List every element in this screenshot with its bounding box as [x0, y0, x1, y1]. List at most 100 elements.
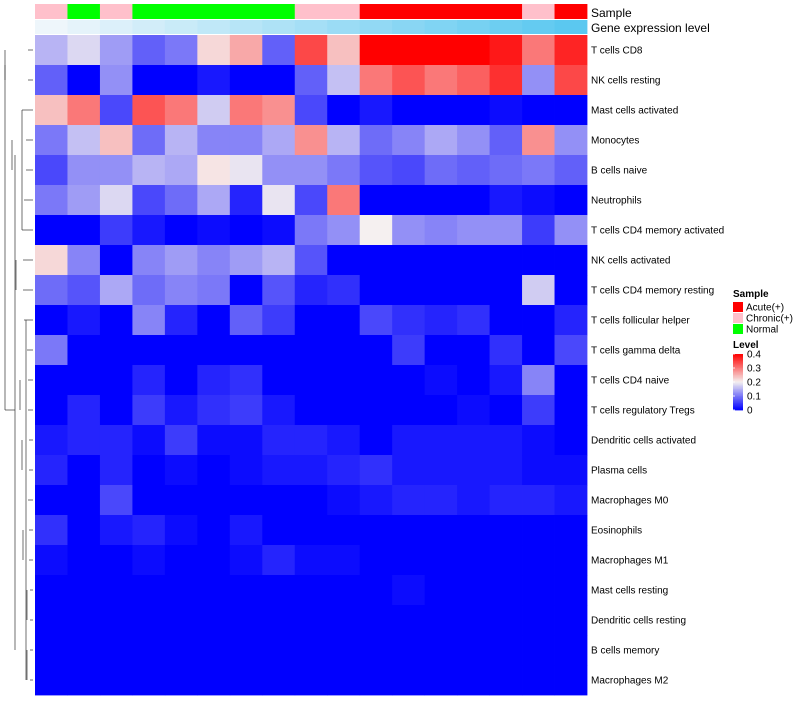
heatmap-cell: [554, 605, 588, 636]
heatmap-cell: [164, 365, 198, 396]
legend-colorbar-step: [733, 366, 743, 369]
heatmap-cell: [457, 635, 490, 666]
heatmap-cell: [294, 515, 328, 546]
heatmap-cell: [197, 35, 231, 66]
heatmap-cell: [67, 665, 101, 696]
heatmap-cell: [197, 125, 231, 156]
heatmap-cell: [262, 665, 296, 696]
heatmap-cell: [99, 665, 133, 696]
heatmap-cell: [489, 575, 523, 606]
heatmap-cell: [67, 65, 101, 96]
heatmap-cell: [197, 65, 231, 96]
heatmap-cell: [489, 635, 523, 666]
heatmap-cell: [132, 35, 166, 66]
heatmap-cell: [99, 425, 133, 456]
heatmap-cell: [359, 215, 393, 246]
heatmap-cell: [35, 545, 68, 576]
heatmap-cell: [262, 635, 296, 666]
heatmap-cell: [99, 485, 133, 516]
heatmap-cell: [554, 425, 588, 456]
heatmap-cell: [132, 515, 166, 546]
heatmap-cell: [489, 275, 523, 306]
heatmap-cell: [489, 35, 523, 66]
legend-colorbar-step: [733, 386, 743, 388]
heatmap-cell: [35, 215, 68, 246]
legend-tick-label: 0: [747, 406, 753, 417]
heatmap-cell: [457, 305, 490, 336]
heatmap-cell: [522, 485, 555, 516]
heatmap-cell: [197, 185, 231, 216]
heatmap-cell: [262, 395, 296, 426]
heatmap-cell: [67, 485, 101, 516]
heatmap-cell: [327, 455, 361, 486]
heatmap-cell: [262, 545, 296, 576]
legend-sample-swatch: [733, 302, 743, 312]
heatmap-cell: [522, 365, 555, 396]
heatmap-cell: [164, 245, 198, 276]
legend-sample-swatch: [733, 313, 743, 323]
heatmap-cell: [327, 65, 361, 96]
heatmap-cell: [457, 275, 490, 306]
heatmap-cell: [522, 515, 555, 546]
heatmap-cell: [262, 65, 296, 96]
legend-level-colorbar: [733, 354, 743, 411]
heatmap-cell: [294, 455, 328, 486]
heatmap-cell: [327, 125, 361, 156]
heatmap-cell: [522, 545, 555, 576]
heatmap-cell: [327, 305, 361, 336]
heatmap-cell: [99, 155, 133, 186]
heatmap-cell: [262, 275, 296, 306]
legend-sample-label: Acute(+): [746, 303, 784, 314]
heatmap-cell: [457, 125, 490, 156]
heatmap-cell: [327, 635, 361, 666]
heatmap-cell: [99, 515, 133, 546]
heatmap-cell: [35, 65, 68, 96]
heatmap-cell: [164, 635, 198, 666]
sample-annotation-cell: [262, 4, 296, 19]
heatmap-cell: [457, 665, 490, 696]
heatmap-cell: [424, 185, 458, 216]
legend-colorbar-step: [733, 408, 743, 411]
heatmap-cell: [327, 365, 361, 396]
heatmap-cell: [327, 395, 361, 426]
heatmap-cell: [424, 215, 458, 246]
row-label: T cells CD4 memory activated: [591, 226, 724, 237]
heatmap-cell: [554, 215, 588, 246]
heatmap-cell: [424, 155, 458, 186]
heatmap-cell: [132, 395, 166, 426]
row-label: Dendritic cells activated: [591, 436, 696, 447]
row-label: NK cells activated: [591, 256, 670, 267]
heatmap-cell: [197, 515, 231, 546]
heatmap-cell: [457, 65, 490, 96]
legend-colorbar-step: [733, 387, 743, 390]
heatmap-cell: [327, 155, 361, 186]
heatmap-cell: [197, 545, 231, 576]
heatmap-cell: [554, 665, 588, 696]
heatmap-cell: [197, 365, 231, 396]
heatmap-cell: [67, 95, 101, 126]
heatmap-cell: [132, 215, 166, 246]
heatmap-cell: [359, 665, 393, 696]
expression-annotation-cell: [457, 20, 490, 34]
sample-annotation-cell: [392, 4, 426, 19]
legend-colorbar-step: [733, 362, 743, 365]
heatmap-cell: [132, 545, 166, 576]
heatmap-cell: [489, 65, 523, 96]
heatmap-cell: [67, 455, 101, 486]
heatmap-cell: [262, 35, 296, 66]
heatmap-cell: [424, 515, 458, 546]
legend-colorbar-step: [733, 391, 743, 394]
heatmap-cell: [392, 485, 426, 516]
row-label: Neutrophils: [591, 196, 642, 207]
heatmap-cell: [489, 215, 523, 246]
heatmap-cell: [457, 575, 490, 606]
heatmap-cell: [164, 395, 198, 426]
heatmap-cell: [392, 95, 426, 126]
heatmap-cell: [99, 215, 133, 246]
expression-annotation-cell: [164, 20, 198, 34]
heatmap-cell: [457, 245, 490, 276]
heatmap-cell: [424, 335, 458, 366]
heatmap-cell: [229, 35, 263, 66]
heatmap-cell: [392, 335, 426, 366]
